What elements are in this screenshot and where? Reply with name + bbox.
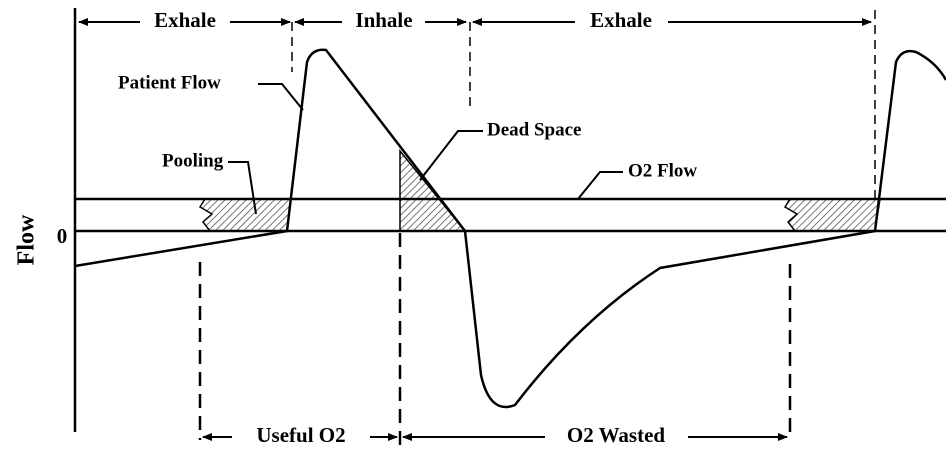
patient-flow-curve bbox=[74, 48, 946, 409]
callout-label: Dead Space bbox=[487, 119, 581, 140]
axis-label: Flow bbox=[14, 214, 40, 265]
region-label: O2 Wasted bbox=[567, 423, 666, 447]
phase-label: Inhale bbox=[355, 8, 412, 32]
leader-line bbox=[258, 83, 304, 111]
callout-label: Patient Flow bbox=[118, 72, 221, 93]
leader-line bbox=[577, 171, 623, 200]
region-label: Useful O2 bbox=[256, 423, 345, 447]
phase-label: Exhale bbox=[590, 8, 652, 32]
pooling-area bbox=[198, 198, 292, 232]
leader-line bbox=[228, 161, 257, 215]
callout-label: Pooling bbox=[162, 150, 224, 171]
phase-label: Exhale bbox=[154, 8, 216, 32]
leader-line bbox=[419, 130, 483, 181]
callout-label: O2 Flow bbox=[628, 160, 697, 181]
pooling-area bbox=[783, 198, 881, 232]
zero-label: 0 bbox=[57, 224, 68, 248]
